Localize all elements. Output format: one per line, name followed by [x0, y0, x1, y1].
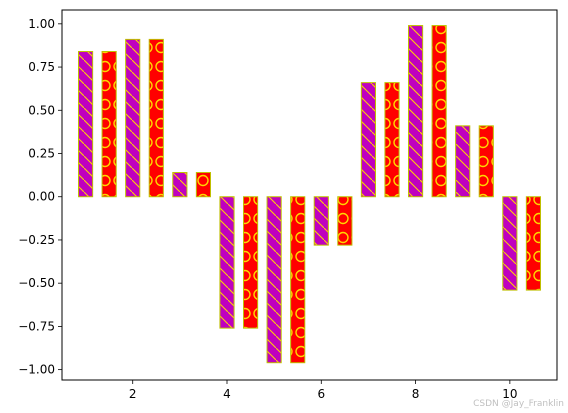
watermark: CSDN @Jay_Franklin	[473, 399, 564, 409]
x-tick-label: 4	[223, 387, 231, 401]
y-tick-label: 0.50	[28, 103, 55, 117]
bar	[360, 82, 377, 198]
y-tick-label: −1.00	[18, 363, 55, 377]
y-tick-label: 0.75	[28, 60, 55, 74]
bar	[525, 196, 541, 291]
bar	[101, 50, 117, 198]
bar-hatch	[125, 38, 141, 198]
bar-hatch	[478, 125, 494, 198]
bar-hatch	[266, 196, 282, 364]
bar-hatch	[313, 196, 329, 246]
bar-hatch	[455, 125, 471, 198]
bar	[78, 50, 94, 198]
bar	[502, 196, 518, 291]
x-tick-label: 6	[317, 387, 325, 401]
x-tick-label: 8	[412, 387, 420, 401]
bar-hatch	[172, 172, 188, 198]
bar-hatch	[525, 196, 541, 291]
bar	[290, 196, 306, 364]
bar	[455, 125, 471, 198]
bar-hatch	[431, 25, 447, 198]
bar-hatch	[290, 196, 306, 364]
bar	[337, 196, 353, 246]
y-tick-label: −0.25	[18, 233, 55, 247]
bar-hatch	[148, 38, 164, 198]
bar	[125, 38, 141, 198]
bar-hatch	[101, 50, 117, 198]
bar-hatch	[243, 196, 259, 329]
bar-hatch	[78, 50, 94, 198]
bar	[431, 25, 447, 198]
bar	[408, 25, 424, 198]
bar	[172, 172, 188, 198]
bar-hatch	[337, 196, 353, 246]
bar-hatch	[219, 196, 235, 329]
y-tick-label: 0.25	[28, 147, 55, 161]
y-tick-label: −0.50	[18, 276, 55, 290]
y-tick-label: 0.00	[28, 190, 55, 204]
bar	[313, 196, 329, 246]
bar	[384, 82, 400, 198]
x-tick-label: 2	[129, 387, 137, 401]
bar	[219, 196, 235, 329]
bar	[148, 38, 164, 198]
bar-hatch	[195, 172, 212, 198]
y-tick-label: 1.00	[28, 17, 55, 31]
x-axis: 2 4 6 8 10	[129, 380, 517, 401]
y-tick-label: −0.75	[18, 319, 55, 333]
x-tick-label: 10	[502, 387, 517, 401]
bar-hatch	[408, 25, 424, 198]
bar-hatch	[384, 82, 400, 198]
y-axis: −1.00 −0.75 −0.50 −0.25 0.00 0.25 0.50 0.75 1.00	[18, 17, 62, 377]
bar	[243, 196, 259, 329]
bar	[478, 125, 494, 198]
bar	[195, 172, 212, 198]
bar	[266, 196, 282, 364]
plot-bars	[78, 25, 541, 364]
bar-hatch	[360, 82, 377, 198]
bar-hatch	[502, 196, 518, 291]
axes-frame	[61, 9, 558, 381]
